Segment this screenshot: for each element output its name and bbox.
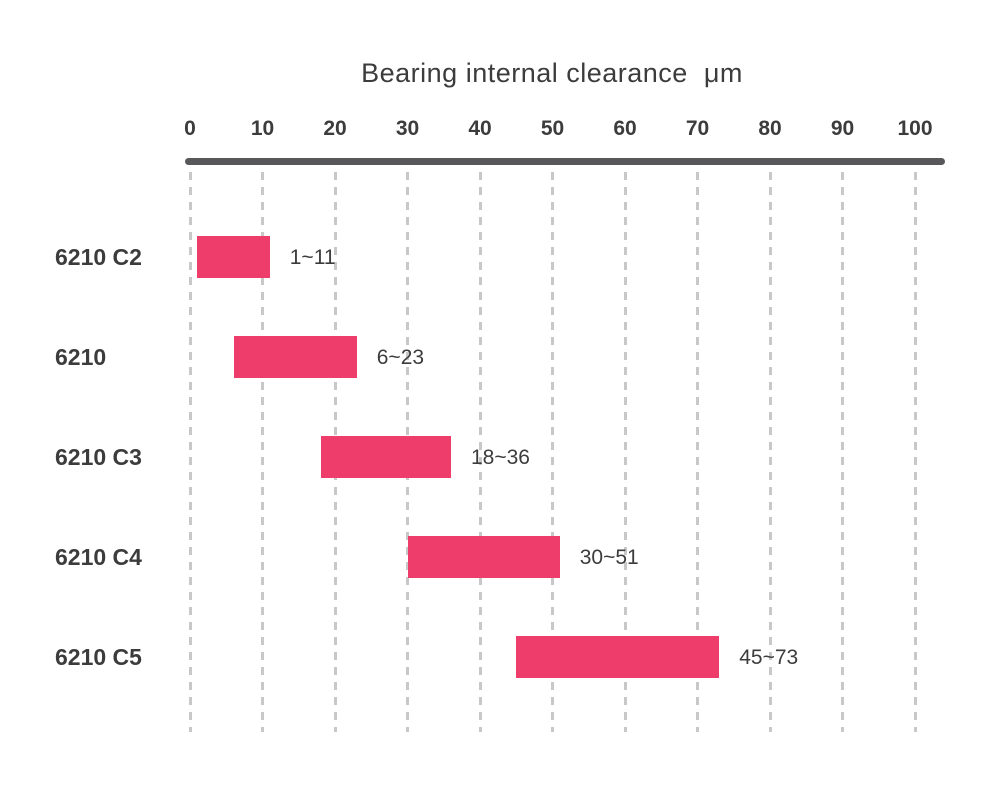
- chart-title: Bearing internal clearance μm: [361, 58, 743, 88]
- category-label: 6210 C3: [55, 444, 142, 470]
- x-tick-label: 60: [613, 117, 637, 140]
- range-value-label: 30~51: [579, 546, 639, 569]
- category-label: 6210 C4: [55, 544, 142, 570]
- gridline: [478, 172, 482, 732]
- x-tick-label: 70: [685, 117, 710, 140]
- gridline: [623, 172, 627, 732]
- range-bar: [197, 236, 270, 278]
- gridline: [768, 172, 772, 732]
- range-value-label: 18~36: [471, 446, 530, 469]
- gridline: [551, 172, 554, 732]
- category-label: 6210: [55, 344, 107, 370]
- range-value-label: 1~11: [289, 246, 336, 269]
- category-label: 6210 C2: [55, 244, 142, 270]
- x-tick-label: 0: [184, 117, 196, 140]
- x-tick-label: 20: [323, 117, 347, 140]
- x-tick-label: 80: [758, 117, 782, 140]
- category-label: 6210 C5: [55, 644, 142, 670]
- gridline: [841, 172, 844, 732]
- range-bar: [516, 636, 720, 678]
- x-axis-line: [185, 158, 945, 165]
- x-tick-label: 30: [395, 117, 420, 140]
- range-bar: [233, 336, 357, 378]
- x-tick-label: 90: [830, 117, 855, 140]
- range-value-label: 45~73: [739, 646, 799, 669]
- gridline: [188, 172, 192, 732]
- x-tick-label: 50: [540, 117, 565, 140]
- gridline: [696, 172, 699, 732]
- x-tick-label: 100: [897, 117, 933, 140]
- range-value-label: 6~23: [376, 346, 425, 369]
- gridline: [261, 172, 264, 732]
- x-tick-label: 10: [250, 117, 275, 140]
- range-bar: [407, 536, 560, 578]
- gridline: [913, 172, 917, 732]
- range-bar: [320, 436, 451, 478]
- x-tick-label: 40: [468, 117, 492, 140]
